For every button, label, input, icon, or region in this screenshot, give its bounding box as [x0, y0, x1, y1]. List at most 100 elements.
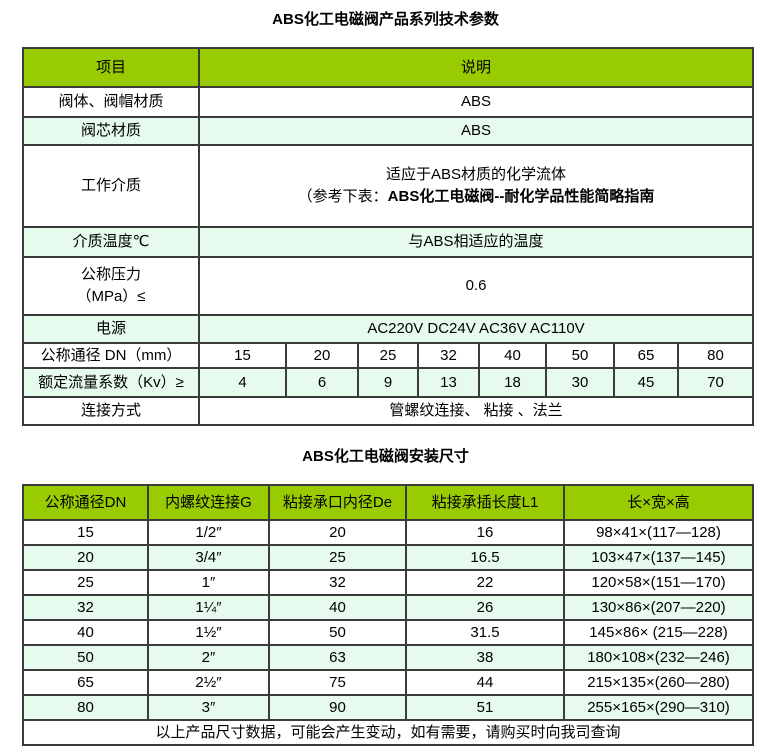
- cell-de: 90: [268, 694, 407, 721]
- dims-table-title: ABS化工电磁阀安装尺寸: [302, 448, 469, 465]
- cell-de: 25: [268, 544, 407, 571]
- kv-value: 13: [417, 367, 480, 398]
- kv-value: 9: [357, 367, 419, 398]
- cell-l1: 22: [405, 569, 565, 596]
- cell-thread: 3/4″: [147, 544, 270, 571]
- spec-row-medium-temperature: 介质温度℃ 与ABS相适应的温度: [22, 226, 755, 258]
- spec-header-description: 说明: [197, 47, 755, 88]
- spec-header-row: 项目 说明: [22, 47, 755, 88]
- cell-de: 20: [268, 519, 407, 546]
- spec-header-item: 项目: [22, 47, 200, 88]
- kv-value: 18: [478, 367, 547, 398]
- spec-row-nominal-pressure: 公称压力 （MPa）≤ 0.6: [22, 256, 755, 316]
- dn-value: 40: [478, 342, 547, 369]
- dims-header-lwh: 长×宽×高: [563, 484, 754, 521]
- cell-lwh: 255×165×(290—310): [563, 694, 754, 721]
- cell-lwh: 130×86×(207—220): [563, 594, 754, 621]
- dims-row-dn65: 65 2½″ 75 44 215×135×(260—280): [22, 669, 754, 696]
- cell-thread: 3″: [147, 694, 270, 721]
- row-label: 连接方式: [22, 396, 200, 426]
- spec-row-power-supply: 电源 AC220V DC24V AC36V AC110V: [22, 314, 755, 344]
- cell-dn: 50: [22, 644, 149, 671]
- cell-dn: 20: [22, 544, 149, 571]
- cell-thread: 1¼″: [147, 594, 270, 621]
- cell-thread: 1″: [147, 569, 270, 596]
- dn-value: 20: [285, 342, 359, 369]
- dn-value: 80: [676, 342, 755, 369]
- row-value: ABS: [197, 116, 755, 146]
- row-label: 电源: [22, 314, 200, 344]
- pressure-label-line1: 公称压力: [80, 266, 141, 284]
- dims-row-dn15: 15 1/2″ 20 16 98×41×(117—128): [22, 519, 754, 546]
- dims-header-thread-g: 内螺纹连接G: [147, 484, 270, 521]
- cell-l1: 26: [405, 594, 565, 621]
- spec-row-connection-type: 连接方式 管螺纹连接、 粘接 、法兰: [22, 396, 755, 426]
- cell-l1: 51: [405, 694, 565, 721]
- kv-value: 4: [198, 367, 287, 398]
- dims-row-dn20: 20 3/4″ 25 16.5 103×47×(137—145): [22, 544, 754, 571]
- kv-value: 45: [613, 367, 679, 398]
- dims-row-dn32: 32 1¼″ 40 26 130×86×(207—220): [22, 594, 754, 621]
- row-label: 公称压力 （MPa）≤: [22, 256, 200, 316]
- spec-table-title: ABS化工电磁阀产品系列技术参数: [272, 11, 499, 28]
- cell-lwh: 98×41×(117—128): [563, 519, 754, 546]
- row-label: 阀芯材质: [22, 116, 200, 146]
- spec-row-body-material: 阀体、阀帽材质 ABS: [22, 86, 755, 118]
- dn-value: 50: [545, 342, 615, 369]
- cell-dn: 65: [22, 669, 149, 696]
- cell-dn: 80: [22, 694, 149, 721]
- spec-row-flow-coefficient: 额定流量系数（Kv）≥ 4 6 9 13 18 30 45 70: [22, 367, 755, 398]
- row-value: 适应于ABS材质的化学流体 （参考下表：ABS化工电磁阀--耐化学品性能简略指南: [197, 144, 755, 228]
- cell-lwh: 120×58×(151—170): [563, 569, 754, 596]
- row-value: AC220V DC24V AC36V AC110V: [197, 314, 755, 344]
- working-medium-line2: （参考下表：ABS化工电磁阀--耐化学品性能简略指南: [297, 188, 655, 205]
- spec-table: 项目 说明 阀体、阀帽材质 ABS 阀芯材质 ABS 工作介质 适应于ABS材质…: [22, 47, 755, 426]
- cell-dn: 32: [22, 594, 149, 621]
- row-label: 公称通径 DN（mm）: [22, 342, 200, 369]
- working-medium-line1: 适应于ABS材质的化学流体: [385, 166, 567, 184]
- cell-l1: 31.5: [405, 619, 565, 646]
- cell-de: 63: [268, 644, 407, 671]
- row-label: 阀体、阀帽材质: [22, 86, 200, 118]
- dims-header-insert-l1: 粘接承插长度L1: [405, 484, 565, 521]
- cell-thread: 2½″: [147, 669, 270, 696]
- cell-thread: 1/2″: [147, 519, 270, 546]
- cell-l1: 16: [405, 519, 565, 546]
- row-value: 管螺纹连接、 粘接 、法兰: [197, 396, 755, 426]
- cell-de: 32: [268, 569, 407, 596]
- dn-value: 32: [417, 342, 480, 369]
- dims-footer-row: 以上产品尺寸数据，可能会产生变动，如有需要，请购买时向我司查询: [22, 719, 754, 746]
- dn-value: 25: [357, 342, 419, 369]
- kv-value: 30: [545, 367, 615, 398]
- row-label: 工作介质: [22, 144, 200, 228]
- cell-l1: 16.5: [405, 544, 565, 571]
- dn-value: 15: [198, 342, 287, 369]
- dn-value: 65: [613, 342, 679, 369]
- dims-table: 公称通径DN 内螺纹连接G 粘接承口内径De 粘接承插长度L1 长×宽×高 15…: [22, 484, 754, 746]
- cell-de: 40: [268, 594, 407, 621]
- dims-row-dn50: 50 2″ 63 38 180×108×(232—246): [22, 644, 754, 671]
- spec-row-nominal-diameter: 公称通径 DN（mm） 15 20 25 32 40 50 65 80: [22, 342, 755, 369]
- cell-l1: 38: [405, 644, 565, 671]
- cell-lwh: 180×108×(232—246): [563, 644, 754, 671]
- dims-row-dn80: 80 3″ 90 51 255×165×(290—310): [22, 694, 754, 721]
- kv-value: 70: [676, 367, 755, 398]
- pressure-label-line2: （MPa）≤: [76, 288, 146, 305]
- kv-value: 6: [285, 367, 359, 398]
- dims-row-dn25: 25 1″ 32 22 120×58×(151—170): [22, 569, 754, 596]
- dims-footer-note: 以上产品尺寸数据，可能会产生变动，如有需要，请购买时向我司查询: [22, 719, 754, 746]
- spec-row-working-medium: 工作介质 适应于ABS材质的化学流体 （参考下表：ABS化工电磁阀--耐化学品性…: [22, 144, 755, 228]
- cell-thread: 2″: [147, 644, 270, 671]
- spec-row-core-material: 阀芯材质 ABS: [22, 116, 755, 146]
- dims-header-row: 公称通径DN 内螺纹连接G 粘接承口内径De 粘接承插长度L1 长×宽×高: [22, 484, 754, 521]
- row-value: 0.6: [197, 256, 755, 316]
- cell-lwh: 103×47×(137—145): [563, 544, 754, 571]
- row-value: ABS: [197, 86, 755, 118]
- cell-l1: 44: [405, 669, 565, 696]
- dims-header-dn: 公称通径DN: [22, 484, 149, 521]
- row-label: 额定流量系数（Kv）≥: [22, 367, 200, 398]
- reference-guide-name: ABS化工电磁阀--耐化学品性能简略指南: [387, 188, 655, 205]
- cell-dn: 40: [22, 619, 149, 646]
- row-label: 介质温度℃: [22, 226, 200, 258]
